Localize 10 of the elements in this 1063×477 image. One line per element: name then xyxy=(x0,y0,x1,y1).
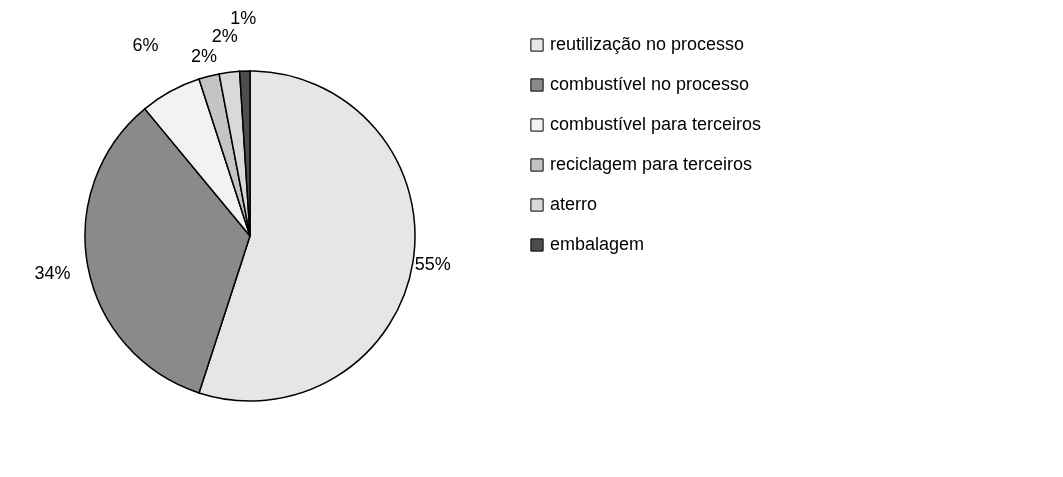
legend-label: combustível no processo xyxy=(550,74,750,94)
legend-label: reutilização no processo xyxy=(550,34,745,54)
legend-label: combustível para terceiros xyxy=(550,114,762,134)
legend-label: aterro xyxy=(550,194,598,214)
legend-label: reciclagem para terceiros xyxy=(550,154,753,174)
data-label: 6% xyxy=(132,34,159,55)
data-label: 55% xyxy=(414,253,451,274)
data-label: 34% xyxy=(34,262,71,283)
data-label: 2% xyxy=(190,45,217,66)
legend-label: embalagem xyxy=(550,234,645,254)
